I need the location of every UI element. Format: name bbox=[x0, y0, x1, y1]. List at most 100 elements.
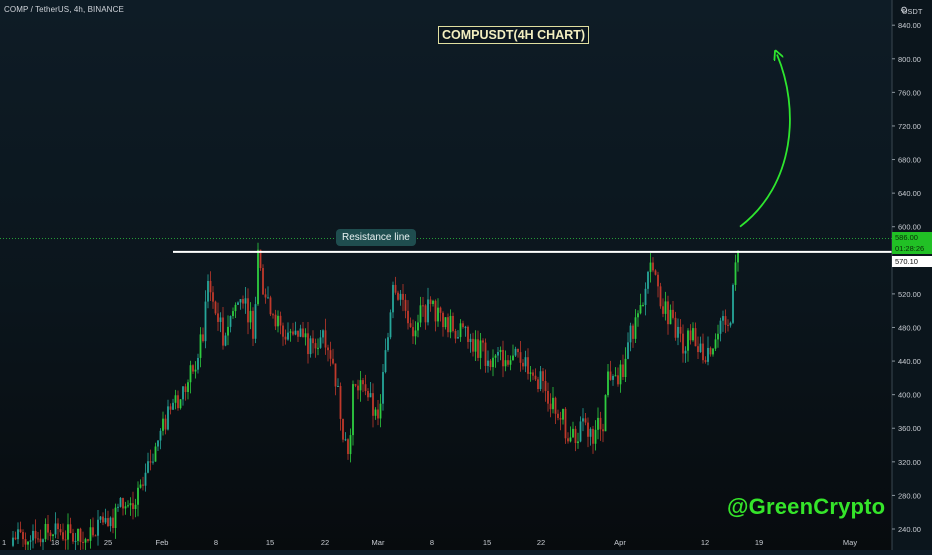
resistance-price: 570.10 bbox=[895, 256, 918, 266]
candle-body bbox=[572, 428, 574, 438]
candle-body bbox=[542, 371, 544, 381]
y-tick-label: 240.00 bbox=[898, 525, 921, 534]
candle-body bbox=[289, 331, 292, 333]
candle-body bbox=[312, 338, 314, 344]
resistance-price-tag: 570.10 bbox=[892, 255, 932, 267]
candle-body bbox=[199, 334, 202, 358]
candle-body bbox=[84, 539, 87, 543]
candle-body bbox=[639, 305, 642, 314]
candle-body bbox=[549, 403, 552, 410]
candle-body bbox=[382, 372, 384, 404]
candle-body bbox=[219, 317, 222, 322]
candle-body bbox=[314, 343, 317, 349]
candles-layer bbox=[12, 242, 739, 555]
candle-body bbox=[367, 391, 369, 398]
candle-body bbox=[557, 413, 559, 418]
candle-body bbox=[114, 507, 117, 528]
countdown-tag: 01:28:26 bbox=[892, 243, 932, 255]
candle-body bbox=[299, 328, 302, 337]
y-tick-label: 720.00 bbox=[898, 122, 921, 131]
candle-body bbox=[154, 446, 157, 462]
candle-body bbox=[724, 316, 727, 325]
candle-body bbox=[429, 299, 432, 304]
candle-body bbox=[402, 293, 404, 300]
current-price: 586.00 bbox=[895, 233, 918, 243]
candle-body bbox=[102, 516, 104, 523]
candle-body bbox=[49, 532, 52, 537]
candle-body bbox=[434, 300, 437, 322]
candle-body bbox=[679, 326, 682, 334]
candle-body bbox=[162, 418, 164, 431]
candle-body bbox=[654, 270, 657, 275]
x-tick-label: Apr bbox=[614, 538, 626, 547]
candle-body bbox=[334, 363, 337, 387]
candle-body bbox=[17, 529, 19, 540]
candle-body bbox=[497, 351, 499, 356]
candle-body bbox=[582, 418, 584, 422]
candle-body bbox=[672, 309, 674, 318]
candle-body bbox=[242, 299, 244, 304]
candle-body bbox=[699, 343, 702, 353]
y-tick-label: 520.00 bbox=[898, 290, 921, 299]
gear-icon[interactable]: ⚙ bbox=[900, 5, 909, 15]
x-tick-label: Feb bbox=[156, 538, 169, 547]
candle-body bbox=[182, 386, 184, 400]
candle-body bbox=[174, 395, 177, 403]
candle-body bbox=[612, 376, 614, 380]
candle-body bbox=[652, 262, 654, 271]
candle-body bbox=[157, 440, 159, 447]
candle-body bbox=[117, 506, 119, 508]
candle-body bbox=[222, 317, 224, 346]
candle-body bbox=[359, 380, 362, 391]
candle-body bbox=[397, 292, 399, 300]
x-tick-label: 15 bbox=[483, 538, 491, 547]
candle-body bbox=[734, 262, 737, 285]
candle-body bbox=[349, 435, 352, 455]
candle-body bbox=[232, 311, 234, 317]
candle-body bbox=[134, 504, 137, 509]
candle-body bbox=[212, 292, 214, 302]
candle-body bbox=[119, 498, 122, 507]
candle-body bbox=[604, 395, 607, 432]
candle-body bbox=[589, 428, 592, 437]
candle-body bbox=[727, 324, 729, 326]
candle-body bbox=[204, 301, 207, 342]
candle-body bbox=[437, 307, 439, 322]
candle-body bbox=[364, 384, 367, 392]
candle-body bbox=[569, 437, 572, 442]
y-tick-label: 320.00 bbox=[898, 458, 921, 467]
candle-body bbox=[644, 288, 647, 305]
candle-body bbox=[552, 397, 554, 410]
candle-body bbox=[329, 350, 332, 359]
candle-body bbox=[57, 523, 59, 530]
candle-body bbox=[599, 417, 602, 430]
candle-body bbox=[737, 252, 739, 263]
y-tick-label: 400.00 bbox=[898, 391, 921, 400]
candle-body bbox=[207, 280, 209, 302]
candle-body bbox=[487, 360, 489, 366]
candle-body bbox=[712, 348, 714, 355]
y-tick-label: 640.00 bbox=[898, 189, 921, 198]
candle-body bbox=[632, 325, 634, 339]
currency-label: USDT bbox=[892, 6, 932, 17]
candle-body bbox=[287, 332, 289, 340]
candle-body bbox=[369, 393, 372, 398]
y-tick-label: 440.00 bbox=[898, 357, 921, 366]
x-tick-label: 22 bbox=[321, 538, 329, 547]
candle-body bbox=[374, 409, 377, 416]
candle-body bbox=[547, 390, 549, 404]
candle-body bbox=[377, 409, 379, 419]
candle-body bbox=[19, 529, 22, 533]
candle-body bbox=[177, 395, 179, 409]
candle-body bbox=[449, 315, 452, 333]
candle-body bbox=[194, 369, 197, 372]
candle-body bbox=[147, 461, 149, 473]
candle-body bbox=[332, 358, 334, 364]
candle-body bbox=[574, 428, 577, 444]
x-tick-label: Mar bbox=[372, 538, 385, 547]
candle-body bbox=[407, 310, 409, 324]
candle-body bbox=[709, 347, 712, 355]
candle-body bbox=[624, 358, 627, 378]
